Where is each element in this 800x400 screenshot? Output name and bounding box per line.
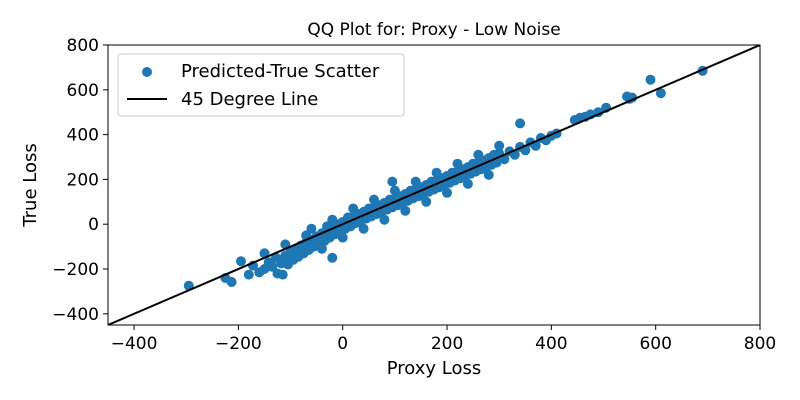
legend-line-label: 45 Degree Line — [181, 89, 318, 110]
scatter-point — [431, 167, 442, 178]
scatter-point — [410, 176, 421, 187]
x-tick-label: 400 — [535, 334, 567, 354]
y-axis: −400 −200 0 200 400 600 800 — [52, 36, 108, 325]
y-tick-label: 200 — [67, 170, 99, 190]
scatter-point — [442, 187, 452, 198]
y-axis-label: True Loss — [20, 143, 41, 227]
y-tick-label: −200 — [52, 260, 99, 280]
x-tick-label: 200 — [431, 334, 463, 354]
scatter-point — [387, 176, 398, 187]
scatter-point — [316, 243, 327, 254]
scatter-point — [369, 194, 379, 205]
y-tick-label: −400 — [52, 305, 99, 325]
scatter-point — [243, 269, 254, 280]
chart-title: QQ Plot for: Proxy - Low Noise — [307, 20, 560, 40]
reference-line — [108, 45, 760, 325]
scatter-point — [421, 196, 432, 207]
scatter-point — [515, 118, 526, 129]
scatter-point — [348, 203, 359, 214]
legend-scatter-marker — [142, 67, 152, 77]
scatter-point — [236, 256, 246, 267]
scatter-point — [277, 269, 288, 280]
x-tick-label: −200 — [215, 334, 262, 354]
x-axis-label: Proxy Loss — [387, 358, 482, 379]
scatter-point — [327, 252, 338, 263]
scatter-point — [462, 178, 473, 189]
plot-area — [108, 45, 760, 325]
scatter-point — [389, 185, 400, 196]
legend-scatter-label: Predicted-True Scatter — [181, 61, 380, 82]
x-tick-label: 600 — [639, 334, 671, 354]
scatter-point — [226, 277, 237, 287]
scatter-point — [483, 169, 494, 180]
scatter-point — [358, 223, 369, 234]
x-tick-label: 0 — [337, 334, 348, 354]
legend: Predicted-True Scatter 45 Degree Line — [117, 53, 405, 117]
legend-box — [117, 53, 405, 117]
y-tick-label: 400 — [67, 126, 99, 146]
scatter-point — [400, 205, 411, 216]
scatter-point — [337, 232, 348, 243]
scatter-point — [452, 158, 463, 169]
scatter-point — [473, 149, 484, 160]
x-tick-label: 800 — [744, 334, 776, 354]
scatter-point — [655, 88, 666, 99]
y-tick-label: 600 — [67, 81, 99, 101]
scatter-point — [494, 140, 505, 151]
x-tick-label: −400 — [111, 334, 158, 354]
scatter-point — [379, 214, 390, 225]
y-tick-label: 800 — [67, 36, 99, 56]
plot-frame — [107, 44, 761, 326]
scatter-point — [645, 74, 656, 85]
y-tick-label: 0 — [88, 215, 99, 235]
reference-line-series — [108, 45, 760, 325]
x-axis: −400 −200 0 200 400 600 800 — [111, 325, 776, 354]
